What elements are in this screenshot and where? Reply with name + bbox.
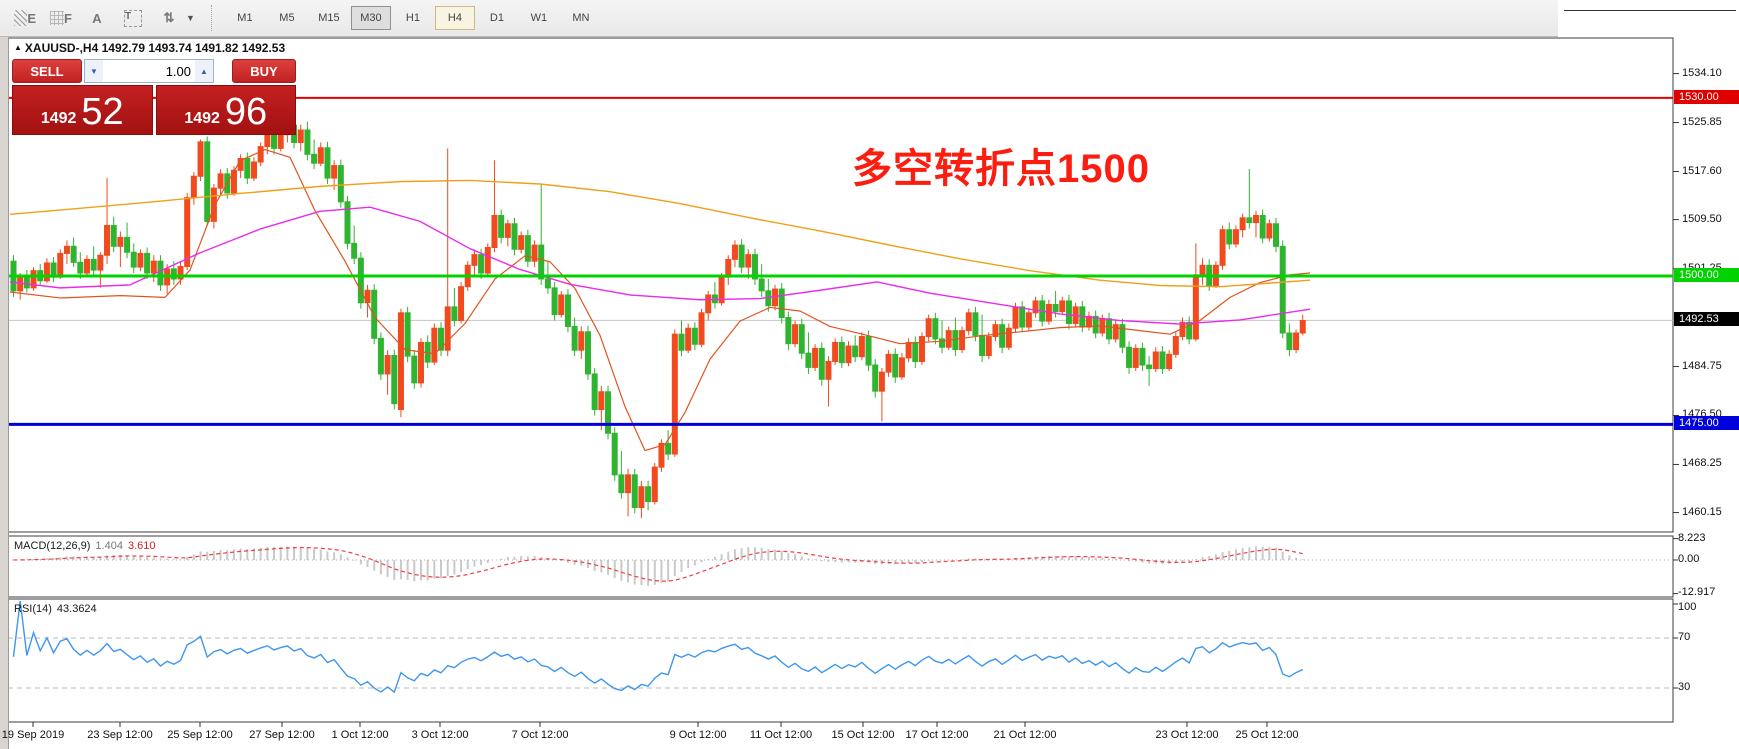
volume-input[interactable]: [103, 60, 195, 82]
ma-fast-red-line: [9, 148, 1311, 452]
timeframe-button-m5[interactable]: M5: [279, 12, 295, 24]
ma-orange-line: [9, 179, 1311, 288]
hatch-e-icon[interactable]: E: [14, 8, 36, 28]
time-label: 23 Oct 12:00: [1155, 729, 1219, 741]
price-tick-label: 1534.10: [1682, 66, 1722, 79]
sell-price-box[interactable]: 1492 52: [12, 85, 153, 135]
macd-signal-line: [13, 546, 1303, 582]
rsi-axis-label: 70: [1678, 631, 1691, 643]
time-label: 17 Oct 12:00: [905, 729, 969, 741]
time-label: 11 Oct 12:00: [749, 729, 813, 741]
macd-value: 1.404: [95, 540, 123, 552]
top-right-line: [1564, 10, 1736, 11]
price-level-label: 1500.00: [1674, 268, 1739, 282]
timeframe-group: M1 M5 M15 M30 H1 H4 D1 W1 MN: [225, 6, 601, 30]
price-tick-label: 1517.60: [1682, 164, 1722, 177]
panel-frames: [7, 37, 1674, 723]
macd-histogram: [19, 546, 1304, 586]
time-label: 23 Sep 12:00: [87, 729, 153, 741]
time-label: 27 Sep 12:00: [249, 729, 315, 741]
ohlc-values: 1492.79 1493.74 1491.82 1492.53: [101, 41, 286, 55]
rsi-axis-label: 100: [1678, 601, 1697, 613]
time-label: 3 Oct 12:00: [411, 729, 469, 741]
chart-annotation-text: 多空转折点1500: [852, 147, 1150, 191]
bid-price-label: 1492.53: [1674, 312, 1739, 327]
grid-f-icon[interactable]: F: [50, 8, 72, 28]
timeframe-button-h4[interactable]: H4: [434, 6, 475, 30]
time-label: 25 Oct 12:00: [1235, 729, 1299, 741]
volume-up-button[interactable]: ▲: [195, 60, 213, 82]
timeframe-button-h1[interactable]: H1: [405, 12, 420, 24]
timeframe-button-mn[interactable]: MN: [572, 12, 590, 24]
price-tick-label: 1484.75: [1682, 359, 1722, 372]
time-label: 7 Oct 12:00: [511, 729, 569, 741]
text-a-icon[interactable]: A: [92, 10, 102, 26]
price-level-label: 1530.00: [1674, 89, 1739, 104]
toolbar-icon-group: E F A T ⇅ ▼: [0, 8, 195, 28]
rsi-levels: [8, 637, 1673, 689]
rsi-line: [12, 600, 1304, 694]
rsi-axis-label: 30: [1678, 681, 1691, 693]
timeframe-button-m15[interactable]: M15: [318, 12, 340, 24]
left-gutter[interactable]: [0, 36, 9, 749]
sell-price-small: 1492: [40, 110, 77, 127]
rsi-name: RSI(14): [14, 603, 52, 615]
macd-name: MACD(12,26,9): [14, 540, 91, 552]
time-label: 15 Oct 12:00: [831, 729, 895, 741]
timeframe-button-m30[interactable]: M30: [350, 6, 391, 30]
buy-button[interactable]: BUY: [232, 59, 296, 83]
volume-down-button[interactable]: ▼: [85, 60, 103, 82]
price-tick-label: 1468.25: [1682, 457, 1722, 470]
toolbar-separator: [210, 5, 213, 31]
sell-price-big: 52: [81, 91, 124, 133]
buy-price-small: 1492: [184, 110, 220, 127]
timeframe-button-w1[interactable]: W1: [530, 12, 548, 24]
timeframe-button-m1[interactable]: M1: [237, 12, 253, 24]
rsi-value: 43.3624: [56, 603, 97, 615]
price-tick-label: 1460.15: [1682, 505, 1722, 518]
volume-stepper: ▼ ▲: [84, 59, 214, 83]
sell-button[interactable]: SELL: [12, 59, 82, 83]
chart-title: ▲ XAUUSD-,H4 1492.79 1493.74 1491.82 1492…: [12, 40, 296, 56]
time-label: 19 Sep 2019: [1, 729, 65, 741]
dropdown-caret-icon[interactable]: ▼: [186, 13, 195, 23]
ma-magenta-line: [9, 206, 1311, 325]
time-label: 1 Oct 12:00: [331, 729, 389, 741]
price-tick-label: 1509.50: [1682, 212, 1722, 225]
macd-axis-label: -12.917: [1678, 586, 1716, 598]
symbol-label: XAUUSD-,H4: [24, 41, 99, 55]
one-click-trading-panel: ▲ XAUUSD-,H4 1492.79 1493.74 1491.82 1492…: [12, 40, 296, 135]
collapse-icon[interactable]: ▲: [14, 43, 22, 52]
time-label: 21 Oct 12:00: [993, 729, 1057, 741]
cursor-arrows-icon[interactable]: ⇅: [163, 10, 175, 25]
toolbar: E F A T ⇅ ▼ M1 M5 M15 M30 H1 H4 D1 W1 MN: [0, 0, 1558, 37]
timeframe-button-d1[interactable]: D1: [489, 12, 504, 24]
macd-axis-label: 0.00: [1678, 553, 1700, 565]
time-label: 25 Sep 12:00: [167, 729, 233, 741]
price-tick-label: 1525.85: [1682, 115, 1722, 128]
macd-axis-label: 8.223: [1678, 531, 1706, 544]
time-label: 9 Oct 12:00: [669, 729, 727, 741]
buy-price-box[interactable]: 1492 96: [155, 85, 296, 135]
buy-price-big: 96: [224, 91, 268, 133]
rsi-label: RSI(14) 43.3624: [14, 603, 97, 615]
macd-label: MACD(12,26,9) 1.404 3.610: [14, 540, 155, 552]
macd-signal-value: 3.610: [127, 540, 156, 552]
textbox-t-icon[interactable]: T: [122, 8, 144, 28]
price-level-label: 1475.00: [1674, 416, 1739, 431]
candles-group: [10, 113, 1306, 519]
